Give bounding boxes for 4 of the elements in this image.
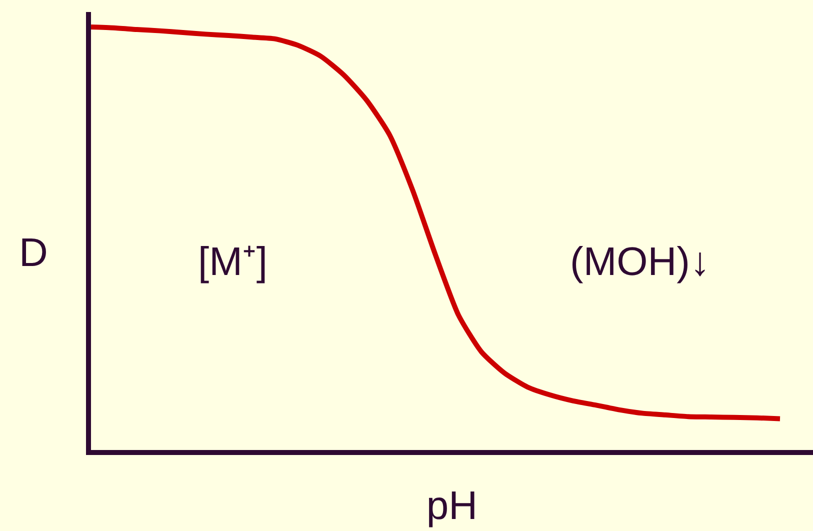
annotation: [M⁺] bbox=[198, 240, 268, 284]
y-axis-title: D bbox=[19, 231, 48, 275]
x-axis-title: pH bbox=[426, 484, 478, 528]
annotation: (MOH)↓ bbox=[570, 240, 710, 284]
